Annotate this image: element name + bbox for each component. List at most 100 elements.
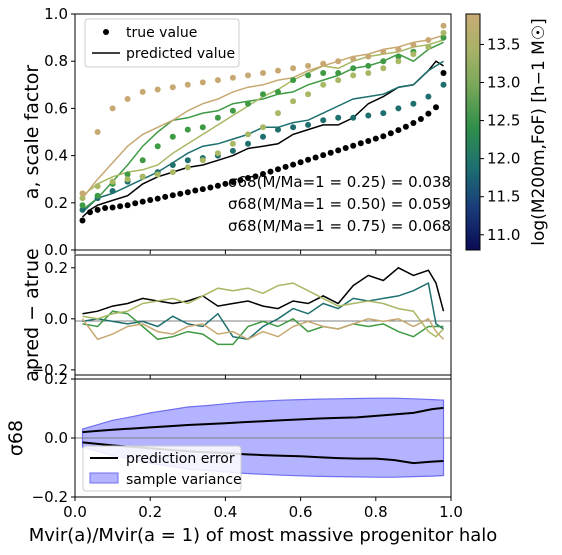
true-value-point bbox=[320, 60, 327, 67]
annotation-sigma-050: σ68(M/Ma=1 = 0.50) = 0.059 bbox=[228, 195, 451, 213]
true-value-point bbox=[229, 107, 236, 114]
true-value-point bbox=[109, 204, 116, 211]
true-value-point bbox=[395, 46, 402, 53]
true-value-point bbox=[79, 190, 86, 197]
true-value-point bbox=[433, 104, 439, 111]
true-value-point bbox=[132, 200, 139, 207]
true-value-point bbox=[320, 70, 327, 76]
true-value-point bbox=[229, 179, 236, 185]
true-value-point bbox=[275, 166, 281, 173]
y-tick-label: 1.0 bbox=[44, 5, 68, 23]
true-value-point bbox=[425, 110, 432, 117]
bottom-panel: −0.20.00.2 0.0 0.2 0.4 0.6 0.8 1.0 σ68 Mvir(a… bbox=[5, 370, 497, 546]
colorbar-gradient bbox=[465, 13, 481, 251]
residual-line-series-4 bbox=[81, 317, 445, 341]
bot-x-ticks: 0.0 0.2 0.4 0.6 0.8 1.0 bbox=[63, 497, 463, 521]
true-value-point bbox=[335, 70, 342, 76]
true-value-point bbox=[365, 62, 372, 69]
mid-y-axis-label: apred − atrue bbox=[21, 248, 43, 381]
legend-box bbox=[82, 445, 242, 492]
true-value-point bbox=[380, 133, 387, 140]
top-y-axis-label: a, scale factor bbox=[21, 65, 43, 200]
true-value-point bbox=[102, 205, 109, 211]
true-value-point bbox=[365, 53, 372, 60]
true-value-point bbox=[214, 77, 221, 84]
x-tick-label: 0.6 bbox=[289, 503, 313, 521]
residual-lines bbox=[81, 266, 445, 346]
y-tick-label: 0.2 bbox=[44, 370, 68, 388]
legend-prediction-error: prediction error bbox=[126, 451, 235, 467]
true-value-point bbox=[425, 93, 432, 100]
true-value-point bbox=[372, 135, 379, 142]
true-value-point bbox=[109, 178, 116, 185]
true-value-point bbox=[380, 58, 387, 65]
true-value-point bbox=[275, 67, 281, 74]
residual-line-series-3 bbox=[82, 282, 445, 338]
x-axis-label: Mvir(a)/Mvir(a = 1) of most massive prog… bbox=[29, 525, 498, 546]
true-value-point bbox=[162, 193, 169, 200]
true-value-point bbox=[214, 150, 221, 157]
true-value-point bbox=[305, 156, 312, 163]
true-value-point bbox=[260, 91, 266, 98]
true-value-point bbox=[380, 65, 387, 72]
y-tick-label: −0.2 bbox=[32, 361, 68, 379]
colorbar: 11.0 11.5 12.0 12.5 13.0 13.5 log(M200m,FoF) … bbox=[465, 13, 549, 251]
middle-panel: −0.2 0.0 0.2 apred − atrue bbox=[21, 248, 452, 382]
true-value-point bbox=[365, 138, 372, 144]
true-value-point bbox=[305, 62, 312, 69]
x-tick-label: 0.0 bbox=[63, 503, 87, 521]
true-value-point bbox=[342, 145, 349, 151]
true-value-point bbox=[87, 209, 93, 216]
legend-box bbox=[84, 18, 240, 68]
true-value-point bbox=[320, 152, 327, 159]
true-value-point bbox=[147, 197, 154, 203]
true-value-point bbox=[350, 142, 357, 149]
legend-sample-variance: sample variance bbox=[126, 472, 242, 488]
true-value-point bbox=[245, 100, 251, 107]
colorbar-tick-label: 11.0 bbox=[487, 226, 520, 244]
bot-y-axis-label: σ68 bbox=[5, 420, 27, 456]
y-tick-label: 0.2 bbox=[44, 194, 68, 212]
true-value-point bbox=[275, 126, 281, 133]
true-value-point bbox=[290, 65, 297, 72]
true-value-point bbox=[109, 105, 116, 112]
true-value-point bbox=[117, 203, 124, 210]
annotation-sigma-025: σ68(M/Ma=1 = 0.25) = 0.038 bbox=[228, 173, 451, 191]
true-value-point bbox=[184, 81, 191, 88]
true-value-point bbox=[154, 171, 161, 178]
true-value-point bbox=[109, 188, 116, 194]
true-value-point bbox=[79, 206, 86, 213]
true-value-point bbox=[169, 84, 176, 91]
true-value-point bbox=[312, 154, 319, 161]
true-value-point bbox=[199, 79, 206, 86]
annotation-sigma-075: σ68(M/Ma=1 = 0.75) = 0.068 bbox=[228, 217, 451, 235]
true-value-point bbox=[410, 120, 417, 126]
true-value-point bbox=[320, 117, 327, 124]
true-value-point bbox=[290, 161, 297, 168]
true-value-point bbox=[335, 77, 342, 84]
y-tick-label: 0.2 bbox=[44, 259, 68, 277]
true-value-point bbox=[380, 48, 387, 55]
colorbar-tick-label: 12.5 bbox=[487, 112, 520, 130]
true-value-point bbox=[440, 81, 447, 88]
colorbar-label: log(M200m,FoF) [h−1 M☉] bbox=[529, 18, 549, 245]
true-value-point bbox=[245, 72, 251, 79]
true-value-point bbox=[275, 88, 281, 95]
true-value-point bbox=[124, 202, 131, 209]
true-value-point bbox=[417, 116, 424, 122]
x-tick-label: 0.4 bbox=[213, 503, 237, 521]
true-value-point bbox=[139, 173, 146, 180]
colorbar-tick-label: 13.0 bbox=[487, 74, 520, 92]
true-value-point bbox=[169, 133, 176, 140]
true-value-point bbox=[154, 143, 161, 150]
true-value-point bbox=[124, 96, 131, 102]
mid-axes-frame bbox=[74, 254, 452, 376]
true-value-point bbox=[410, 51, 417, 58]
colorbar-tick-label: 13.5 bbox=[487, 35, 520, 53]
true-value-point bbox=[290, 124, 297, 131]
true-value-point bbox=[410, 100, 417, 107]
true-value-point bbox=[184, 126, 191, 133]
true-value-point bbox=[199, 186, 206, 193]
true-value-point bbox=[79, 217, 86, 224]
